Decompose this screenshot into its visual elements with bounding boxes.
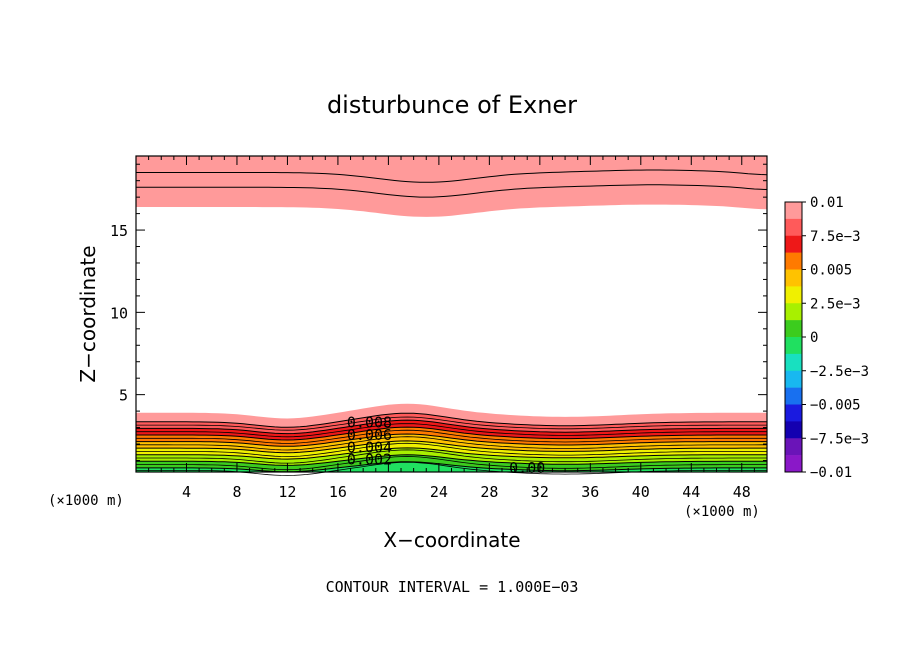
contour-fills — [136, 156, 767, 472]
contour-band-lower-7 — [136, 454, 767, 472]
contour-line-lower-mid-4 — [136, 442, 767, 458]
contour-line-lower-1 — [136, 412, 767, 428]
contour-line-upper-1 — [136, 184, 768, 198]
colorbar-swatch — [785, 320, 802, 338]
colorbar-swatch — [785, 421, 802, 439]
x-tick-label: 40 — [632, 483, 650, 501]
contour-line-lower-6 — [136, 447, 767, 460]
colorbar-swatch — [785, 235, 802, 253]
x-tick-label: 36 — [581, 483, 599, 501]
contour-line-lower-8 — [136, 461, 767, 473]
colorbar-label: 0.005 — [810, 263, 852, 279]
x-tick-label: 24 — [430, 483, 448, 501]
contour-line-lower-mid-5 — [136, 449, 767, 464]
contour-line-lower-mid-0 — [136, 416, 767, 431]
contour-line-lower-mid-2 — [136, 429, 767, 444]
y-tick-label: 15 — [110, 222, 128, 240]
contour-line-lower-mid-3 — [136, 436, 767, 451]
x-tick-label: 20 — [379, 483, 397, 501]
colorbar-swatch — [785, 269, 802, 287]
contour-line-lower-mid-1 — [136, 423, 767, 438]
colorbar-swatch — [785, 303, 802, 321]
x-tick-label: 32 — [531, 483, 549, 501]
x-tick-label: 28 — [480, 483, 498, 501]
y-axis-label: Z−coordinate — [76, 245, 100, 382]
contour-label-2: 0.004 — [347, 438, 392, 456]
colorbar-label: −0.005 — [810, 398, 861, 414]
colorbar-label: 2.5e−3 — [810, 296, 861, 312]
x-tick-label: 12 — [278, 483, 296, 501]
colorbar: 0.01 7.5e−3 0.005 2.5e−3 0 −2.5e−3 −0.005 −7.5e… — [784, 195, 869, 481]
contour-line-lower-5 — [136, 440, 767, 454]
contour-line-lower-2 — [136, 419, 767, 435]
contour-line-lower-mid-6 — [136, 456, 767, 471]
colorbar-swatch — [785, 353, 802, 372]
x-tick-label: 8 — [232, 483, 241, 501]
colorbar-swatch — [785, 387, 802, 405]
colorbar-label: −0.01 — [810, 465, 852, 481]
contour-label-3: 0.002 — [347, 451, 392, 469]
contour-band-upper-1 — [136, 156, 767, 198]
colorbar-swatch — [785, 370, 802, 388]
contour-label-0: 0.008 — [347, 414, 392, 432]
colorbar-label: −2.5e−3 — [810, 364, 869, 380]
x-tick-label: 4 — [182, 483, 191, 501]
colorbar-label: 0.01 — [810, 195, 844, 211]
colorbar-label: 0 — [810, 330, 818, 346]
colorbar-label: 7.5e−3 — [810, 229, 861, 245]
contour-line-lower-4 — [136, 433, 767, 447]
x-unit-label: (×1000 m) — [684, 504, 760, 520]
contour-lines — [136, 169, 768, 476]
colorbar-swatch — [785, 455, 802, 473]
colorbar-swatch — [785, 202, 802, 220]
x-tick-label: 44 — [682, 483, 700, 501]
x-tick-label: 48 — [733, 483, 751, 501]
y-axis: 5 10 15 — [110, 163, 767, 461]
contour-line-lower-7 — [136, 454, 767, 466]
y-tick-label: 10 — [110, 304, 128, 322]
y-unit-label: (×1000 m) — [48, 493, 124, 509]
colorbar-swatch — [785, 218, 802, 237]
colorbar-swatch — [785, 438, 802, 456]
x-tick-label: 16 — [329, 483, 347, 501]
contour-label-1: 0.006 — [347, 426, 392, 444]
colorbar-swatch — [785, 286, 802, 304]
x-axis-label: X−coordinate — [383, 528, 520, 552]
colorbar-swatch — [785, 404, 802, 422]
colorbar-swatch — [785, 337, 802, 355]
colorbar-label: −7.5e−3 — [810, 431, 869, 447]
contour-line-lower-3 — [136, 426, 767, 441]
chart-title: disturbunce of Exner — [327, 91, 577, 119]
x-axis: 4 8 12 16 20 24 28 32 36 40 44 48 — [148, 156, 755, 501]
contour-line-upper-0 — [136, 169, 768, 183]
y-tick-label: 5 — [119, 387, 128, 405]
colorbar-swatch — [785, 252, 802, 270]
contour-interval-footer: CONTOUR INTERVAL = 1.000E−03 — [326, 578, 579, 596]
